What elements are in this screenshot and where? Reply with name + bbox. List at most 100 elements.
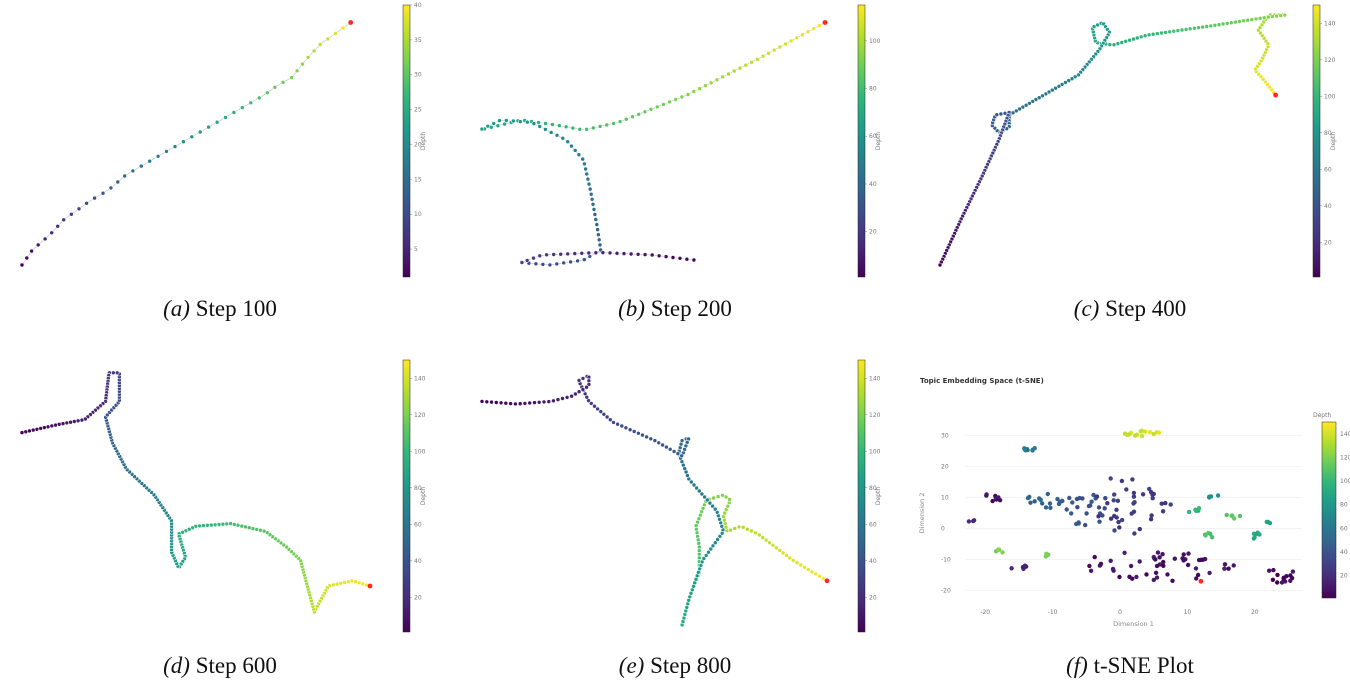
trajectory-point [1192, 25, 1197, 31]
trajectory-point [598, 409, 604, 414]
caption-text: Step 400 [1105, 296, 1187, 321]
tsne-point [1028, 500, 1033, 505]
tsne-point [1096, 514, 1101, 519]
trajectory-point [664, 444, 669, 450]
trajectory-point [1119, 40, 1125, 45]
trajectory-point [640, 432, 645, 438]
trajectory-point [777, 44, 783, 50]
trajectory-point [485, 123, 491, 129]
tsne-point [1251, 536, 1257, 541]
colorbar-tick-label: 100 [414, 448, 426, 455]
tsne-point [1131, 494, 1137, 499]
tsne-point [1055, 496, 1060, 502]
trajectory-plot-c: 20 40 60 80 100 120 140 Depth [937, 4, 1337, 278]
panel-step-100: 5 10 15 20 25 30 35 40 Depth (a) Step 100 [0, 0, 440, 340]
trajectory-point [577, 127, 583, 132]
tsne-point [1151, 431, 1156, 437]
caption-label: (d) [163, 653, 190, 678]
caption-e: (e) Step 800 [455, 653, 895, 679]
tsne-point [1172, 556, 1177, 561]
trajectory-line [21, 22, 351, 266]
trajectory-point [340, 25, 346, 31]
trajectory-point [1261, 15, 1267, 21]
trajectory-point [998, 111, 1004, 117]
trajectory-point [111, 370, 116, 376]
trajectory-point [809, 569, 815, 575]
tsne-point [1069, 511, 1074, 516]
trajectory-point [498, 400, 504, 406]
panel-step-800: 20 40 60 80 100 120 140 Depth (e) Step 800 [455, 355, 895, 683]
trajectory-point [711, 495, 716, 501]
tsne-point [1279, 580, 1285, 585]
tsne-point [1114, 507, 1119, 512]
trajectory-point [92, 195, 97, 201]
colorbar-tick-label: 60 [1340, 525, 1348, 532]
trajectory-point [558, 251, 563, 257]
trajectory-point [1023, 102, 1029, 108]
tsne-point [1091, 492, 1096, 498]
tsne-point [1271, 567, 1276, 573]
x-tick-label: -10 [1048, 609, 1058, 616]
y-tick-label: 10 [941, 494, 949, 501]
trajectory-point [550, 122, 555, 127]
trajectory-point [644, 434, 649, 440]
trajectory-point [231, 110, 237, 115]
caption-d: (d) Step 600 [0, 653, 440, 679]
trajectory-point [246, 525, 252, 530]
start-marker [822, 20, 828, 25]
trajectory-point [805, 29, 811, 35]
trajectory-point [206, 124, 211, 130]
caption-label: (c) [1073, 296, 1100, 321]
trajectory-point [108, 185, 114, 191]
tsne-point [1195, 572, 1201, 578]
trajectory-point [593, 250, 599, 255]
trajectory-point [587, 186, 593, 192]
colorbar-tick-label: 80 [1340, 502, 1348, 509]
tsne-point [1154, 575, 1160, 580]
trajectory-point [330, 582, 336, 588]
tsne-point [1185, 562, 1191, 568]
colorbar-tick-label: 60 [1324, 166, 1332, 173]
trajectory-point [216, 522, 222, 527]
colorbar-tick-label: 35 [414, 37, 422, 44]
trajectory-point [601, 411, 607, 417]
trajectory-point [652, 438, 658, 443]
trajectory-point [223, 115, 228, 120]
tsne-point [1208, 531, 1213, 536]
colorbar-tick-label: 100 [869, 38, 881, 45]
tsne-point [1159, 501, 1164, 506]
trajectory-point [736, 524, 742, 530]
tsne-point [1110, 566, 1116, 572]
trajectory-point [1163, 30, 1168, 35]
caption-c: (c) Step 400 [910, 296, 1350, 322]
trajectory-point [614, 251, 620, 256]
trajectory-point [565, 251, 570, 257]
colorbar-tick-label: 100 [869, 448, 881, 455]
trajectory-point [744, 526, 750, 532]
trajectory-point [679, 94, 685, 100]
trajectory-point [548, 130, 554, 135]
tsne-point [1215, 493, 1221, 498]
trajectory-point [1200, 24, 1205, 30]
colorbar-tick-label: 120 [1340, 454, 1350, 461]
trajectory-point [584, 384, 589, 390]
trajectory-point [760, 535, 766, 540]
tsne-point [1103, 496, 1108, 501]
trajectory-point [593, 217, 599, 222]
trajectory-point [294, 68, 300, 74]
tsne-point [1131, 509, 1137, 514]
trajectory-point [42, 236, 48, 242]
trajectory-point [546, 399, 552, 404]
trajectory-point [564, 395, 570, 400]
trajectory-point [667, 99, 672, 105]
trajectory-point [532, 400, 537, 405]
colorbar-tick-label: 30 [414, 72, 422, 79]
trajectory-point [715, 494, 721, 499]
tsne-point [1092, 554, 1097, 560]
colorbar-tick-label: 140 [1340, 431, 1350, 438]
trajectory-point [280, 80, 286, 85]
tsne-point [1112, 492, 1117, 497]
trajectory-point [197, 129, 203, 135]
trajectory-point [675, 451, 681, 456]
tsne-point [1009, 566, 1014, 571]
